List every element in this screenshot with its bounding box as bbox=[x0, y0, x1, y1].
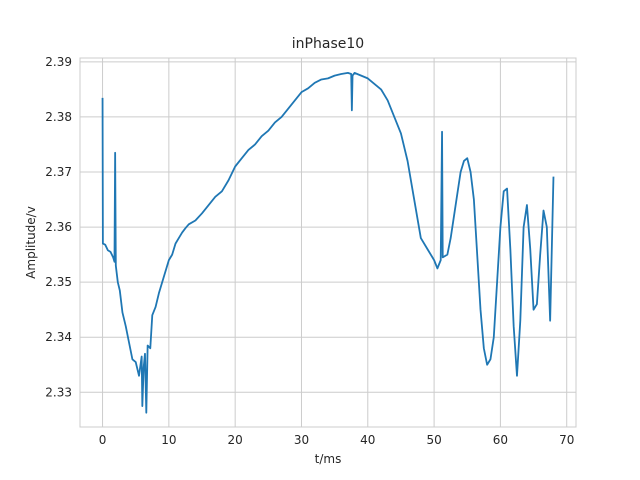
y-tick-labels: 2.33 2.34 2.35 2.36 2.37 2.38 2.39 bbox=[45, 55, 72, 399]
x-tick-label: 40 bbox=[360, 433, 375, 447]
y-tick-label: 2.39 bbox=[45, 55, 72, 69]
x-tick-label: 70 bbox=[559, 433, 574, 447]
y-tick-label: 2.36 bbox=[45, 220, 72, 234]
x-tick-label: 60 bbox=[493, 433, 508, 447]
plot-area bbox=[79, 57, 577, 428]
chart-title: inPhase10 bbox=[292, 36, 364, 52]
x-tick-labels: 0 10 20 30 40 50 60 70 bbox=[99, 433, 575, 447]
x-tick-label: 30 bbox=[294, 433, 309, 447]
x-tick-label: 0 bbox=[99, 433, 107, 447]
y-axis-label: Amplitude/v bbox=[24, 206, 38, 279]
x-tick-label: 20 bbox=[228, 433, 243, 447]
series-line bbox=[101, 71, 555, 414]
plot-background bbox=[80, 58, 576, 427]
y-tick-label: 2.38 bbox=[45, 110, 72, 124]
x-tick-label: 10 bbox=[161, 433, 176, 447]
y-tick-label: 2.33 bbox=[45, 385, 72, 399]
y-tick-label: 2.37 bbox=[45, 165, 72, 179]
plot-frame bbox=[79, 57, 577, 428]
y-tick-label: 2.35 bbox=[45, 275, 72, 289]
x-axis-label: t/ms bbox=[315, 452, 342, 466]
y-tick-label: 2.34 bbox=[45, 330, 72, 344]
x-tick-label: 50 bbox=[426, 433, 441, 447]
